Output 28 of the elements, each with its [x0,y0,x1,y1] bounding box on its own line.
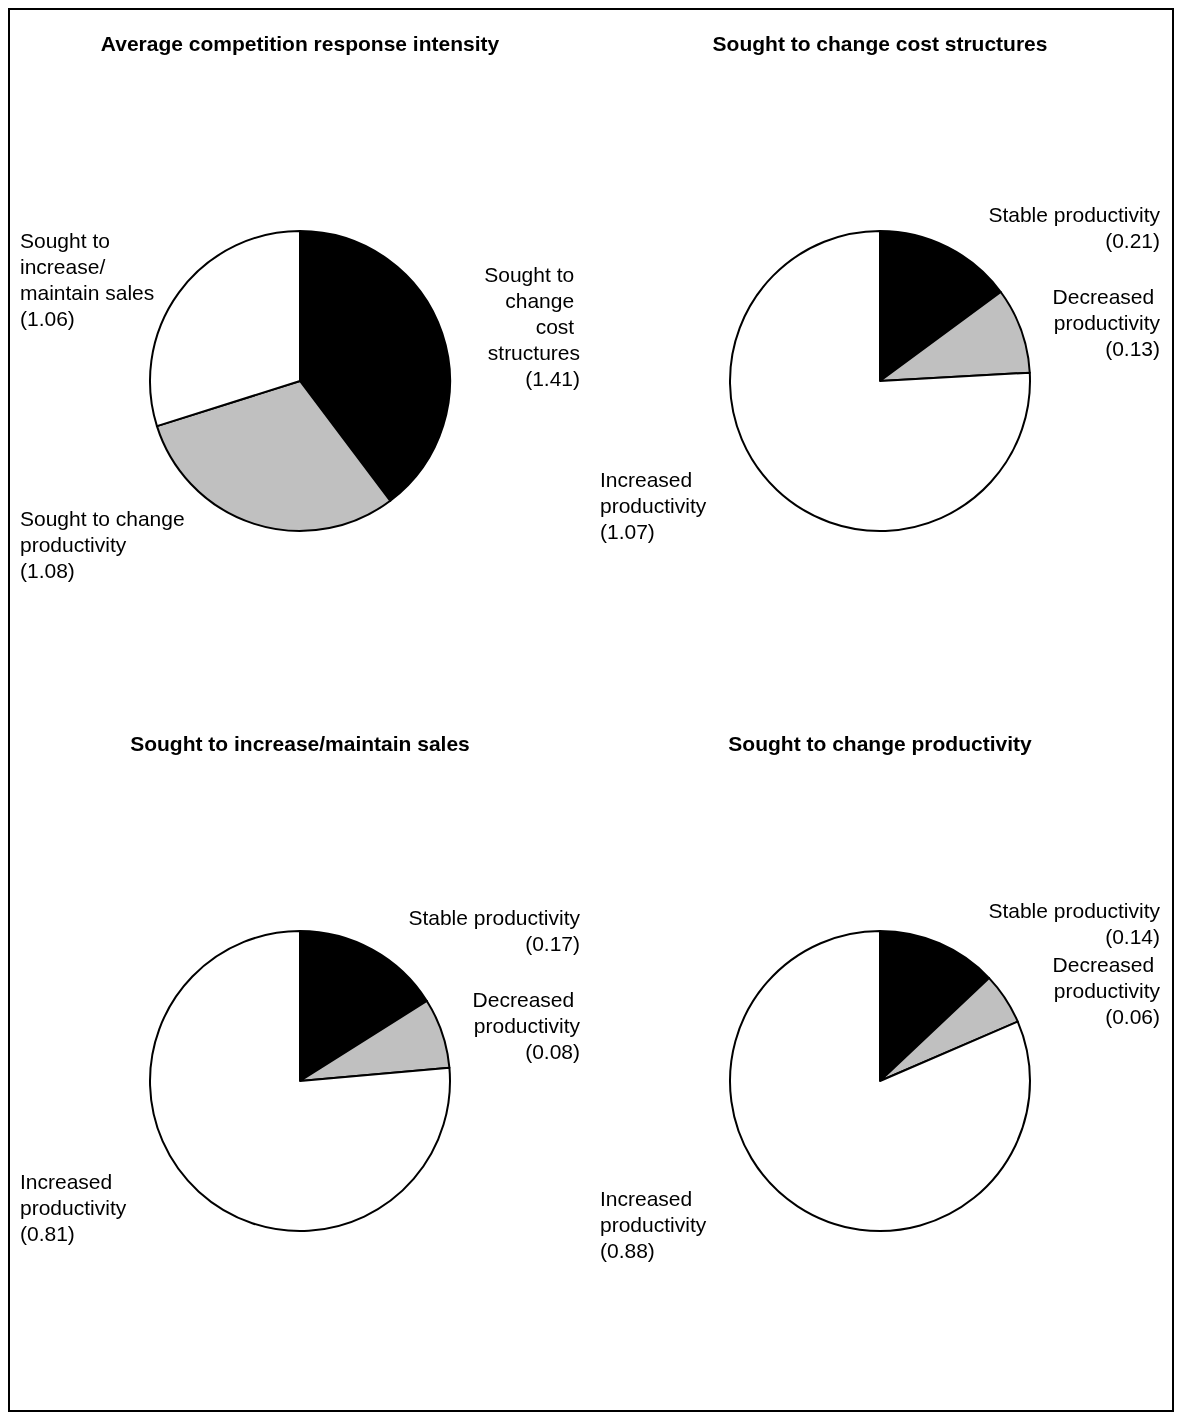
slice-label: Decreased productivity [1052,952,1161,1002]
data-label: (0.88) [600,1239,655,1263]
data-label: (0.13) [1105,337,1160,361]
chart-title: Sought to change productivity [728,732,1032,755]
data-label: (0.14) [1105,924,1160,948]
slice-label: Stable productivity [988,898,1161,922]
data-label: (1.07) [600,520,655,544]
chart-title: Sought to increase/maintain sales [130,732,470,755]
slice-label: Sought to change cost structures [484,262,580,364]
data-label: (1.08) [20,559,75,583]
slice-label: Decreased productivity [472,988,581,1038]
data-label: (0.81) [20,1222,75,1246]
slice-label: Increased productivity [600,1187,707,1237]
data-label: (0.17) [525,931,580,955]
slice-label: Increased productivity [600,468,707,518]
data-label: (1.41) [525,366,580,390]
data-label: (0.21) [1105,228,1160,252]
chart-title: Average competition response intensity [100,32,500,55]
slice-label: Sought to change productivity [20,507,191,557]
slice-label: Stable productivity [408,905,581,929]
data-label: (1.06) [20,306,75,330]
slice-label: Stable productivity [988,202,1161,226]
slice-label: Increased productivity [20,1170,127,1220]
slice-label: Decreased productivity [1052,285,1161,335]
slice-label: Sought to increase/maintain sales [20,228,155,304]
data-label: (0.06) [1105,1004,1160,1028]
chart-title: Sought to change cost structures [712,32,1048,55]
data-label: (0.08) [525,1040,580,1064]
